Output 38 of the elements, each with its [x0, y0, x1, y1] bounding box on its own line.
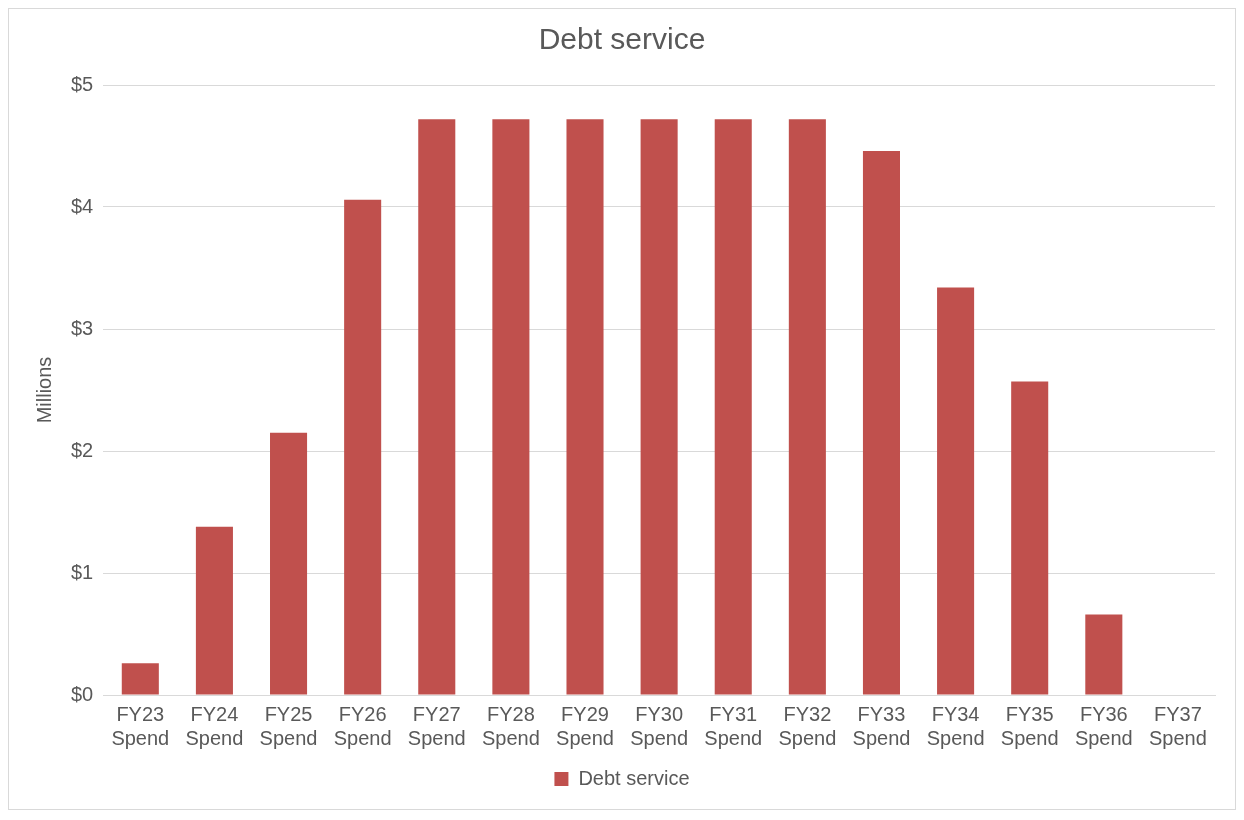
- bar: [862, 150, 900, 695]
- x-tick-label: FY30 Spend: [630, 702, 689, 749]
- x-tick-label: FY34 Spend: [926, 702, 985, 749]
- x-tick-label: FY24 Spend: [185, 702, 244, 749]
- bar: [492, 119, 530, 695]
- x-tick-label: FY31 Spend: [704, 702, 763, 749]
- x-tick-label: FY36 Spend: [1074, 702, 1133, 749]
- bar: [1085, 614, 1123, 695]
- bar: [270, 432, 308, 695]
- y-tick-label: $4: [71, 194, 94, 217]
- bar: [418, 119, 456, 695]
- x-tick-label: FY29 Spend: [556, 702, 614, 749]
- bar: [1011, 381, 1049, 695]
- x-tick-label: FY37 Spend: [1149, 702, 1207, 749]
- bar: [640, 119, 678, 695]
- x-tick-label: FY23 Spend: [111, 702, 170, 749]
- bar: [937, 287, 975, 695]
- y-tick-label: $1: [71, 560, 94, 583]
- x-tick-label: FY26 Spend: [333, 702, 392, 749]
- bar: [714, 119, 752, 695]
- y-tick-label: $2: [71, 438, 94, 461]
- x-tick-label: FY33 Spend: [852, 702, 911, 749]
- bar: [344, 199, 382, 695]
- chart-title: Debt service: [538, 22, 706, 56]
- y-axis-title: Millions: [32, 356, 55, 424]
- x-tick-label: FY35 Spend: [1000, 702, 1059, 749]
- bar: [566, 119, 604, 695]
- x-tick-label: FY25 Spend: [259, 702, 318, 749]
- legend-label: Debt service: [578, 766, 690, 789]
- bar: [121, 663, 159, 695]
- y-tick-label: $0: [71, 682, 94, 705]
- y-tick-label: $5: [71, 72, 94, 95]
- x-tick-label: FY32 Spend: [778, 702, 837, 749]
- x-tick-label: FY28 Spend: [481, 702, 540, 749]
- bar: [195, 526, 233, 695]
- x-tick-label: FY27 Spend: [407, 702, 466, 749]
- y-tick-label: $3: [71, 316, 94, 339]
- bar: [788, 119, 826, 695]
